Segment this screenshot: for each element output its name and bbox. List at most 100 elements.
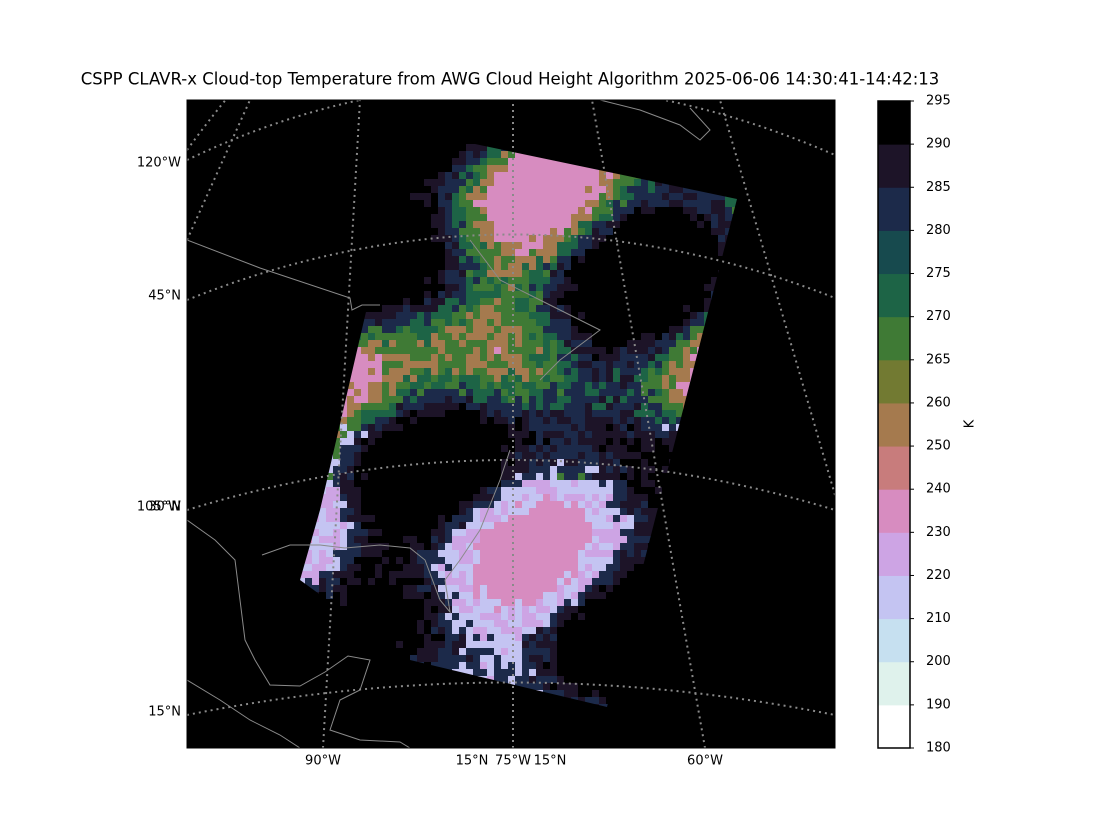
cloud-pixel (578, 270, 585, 277)
cloud-pixel (473, 592, 480, 599)
cloud-pixel (508, 662, 515, 669)
cloud-pixel (410, 333, 417, 340)
cloud-pixel (522, 263, 529, 270)
cloud-pixel (578, 256, 585, 263)
cloud-pixel (417, 599, 424, 606)
cloud-pixel (438, 620, 445, 627)
cloud-pixel (452, 543, 459, 550)
cloud-pixel (326, 529, 333, 536)
cloud-pixel (606, 326, 613, 333)
cloud-pixel (669, 347, 676, 354)
cloud-pixel (333, 592, 340, 599)
cloud-pixel (466, 508, 473, 515)
cloud-pixel (578, 417, 585, 424)
cloud-pixel (347, 410, 354, 417)
cloud-pixel (466, 263, 473, 270)
cloud-pixel (438, 648, 445, 655)
cloud-pixel (613, 613, 620, 620)
cloud-pixel (662, 403, 669, 410)
cloud-pixel (396, 529, 403, 536)
cloud-pixel (655, 361, 662, 368)
cloud-pixel (438, 494, 445, 501)
cloud-pixel (648, 263, 655, 270)
cloud-pixel (445, 557, 452, 564)
cloud-pixel (501, 417, 508, 424)
cloud-pixel (368, 480, 375, 487)
cloud-pixel (557, 571, 564, 578)
cloud-pixel (494, 550, 501, 557)
cloud-pixel (592, 620, 599, 627)
cloud-pixel (627, 543, 634, 550)
cloud-pixel (396, 326, 403, 333)
cloud-pixel (599, 312, 606, 319)
cloud-pixel (417, 564, 424, 571)
cloud-pixel (648, 284, 655, 291)
cloud-pixel (340, 410, 347, 417)
cloud-pixel (396, 340, 403, 347)
cloud-pixel (655, 473, 662, 480)
cloud-pixel (452, 291, 459, 298)
cloud-pixel (473, 431, 480, 438)
cloud-pixel (396, 137, 403, 144)
cloud-pixel (382, 557, 389, 564)
cloud-pixel (648, 382, 655, 389)
cloud-pixel (627, 361, 634, 368)
cloud-pixel (578, 606, 585, 613)
cloud-pixel (396, 403, 403, 410)
cloud-pixel (522, 487, 529, 494)
cloud-pixel (543, 361, 550, 368)
cloud-pixel (466, 368, 473, 375)
cloud-pixel (340, 550, 347, 557)
cloud-pixel (466, 214, 473, 221)
cloud-pixel (431, 578, 438, 585)
cloud-pixel (564, 249, 571, 256)
cloud-pixel (480, 221, 487, 228)
cloud-pixel (438, 417, 445, 424)
cloud-pixel (648, 445, 655, 452)
cloud-pixel (368, 389, 375, 396)
cloud-pixel (389, 249, 396, 256)
cloud-pixel (445, 648, 452, 655)
cloud-pixel (396, 508, 403, 515)
cloud-pixel (424, 375, 431, 382)
cloud-pixel (627, 347, 634, 354)
cloud-pixel (480, 669, 487, 676)
cloud-pixel (403, 144, 410, 151)
cloud-pixel (522, 256, 529, 263)
cloud-pixel (417, 207, 424, 214)
cloud-pixel (480, 494, 487, 501)
cloud-pixel (648, 242, 655, 249)
cloud-pixel (480, 599, 487, 606)
cloud-pixel (662, 431, 669, 438)
cloud-pixel (452, 529, 459, 536)
cloud-pixel (403, 522, 410, 529)
cloud-pixel (473, 277, 480, 284)
cloud-pixel (557, 648, 564, 655)
cloud-pixel (536, 319, 543, 326)
cloud-pixel (606, 494, 613, 501)
cloud-pixel (431, 613, 438, 620)
cloud-pixel (326, 536, 333, 543)
cloud-pixel (536, 487, 543, 494)
cloud-pixel (445, 368, 452, 375)
cloud-pixel (375, 571, 382, 578)
cloud-pixel (473, 396, 480, 403)
cloud-pixel (431, 193, 438, 200)
cloud-pixel (361, 599, 368, 606)
cloud-pixel (613, 340, 620, 347)
cloud-pixel (494, 326, 501, 333)
cloud-pixel (711, 249, 718, 256)
cloud-pixel (550, 242, 557, 249)
cloud-pixel (466, 501, 473, 508)
cloud-pixel (550, 438, 557, 445)
cloud-pixel (487, 263, 494, 270)
cloud-pixel (431, 340, 438, 347)
cloud-pixel (529, 627, 536, 634)
cloud-pixel (578, 396, 585, 403)
cloud-pixel (515, 648, 522, 655)
cloud-pixel (487, 557, 494, 564)
cloud-pixel (585, 228, 592, 235)
cloud-pixel (508, 543, 515, 550)
cloud-pixel (613, 228, 620, 235)
cloud-pixel (529, 585, 536, 592)
